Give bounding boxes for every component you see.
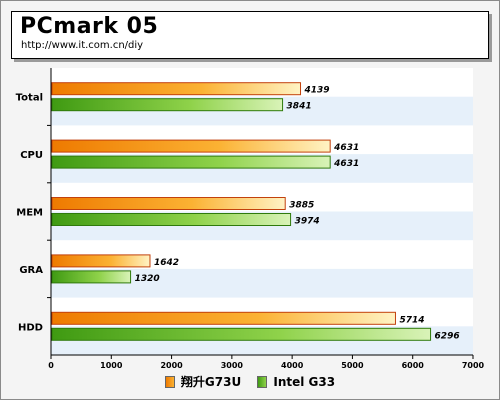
data-label-gra-series1: 1642	[154, 258, 179, 268]
x-tick-label: 4000	[281, 361, 304, 370]
bar-cpu-series1	[51, 139, 331, 153]
data-label-gra-series2: 1320	[135, 274, 160, 284]
bar-hdd-series2	[51, 327, 432, 341]
data-label-mem-series2: 3974	[295, 217, 320, 227]
bar-mem-series1	[51, 197, 286, 210]
x-tick-label: 6000	[402, 361, 425, 370]
category-label-total: Total	[16, 93, 43, 104]
data-label-total-series2: 3841	[287, 102, 312, 112]
legend-item-series1: 翔升G73U	[164, 373, 242, 390]
x-tick-label: 3000	[221, 361, 244, 370]
bar-gra-series2	[51, 270, 132, 284]
x-tick-label: 0	[48, 361, 54, 370]
bar-gra-series1	[51, 254, 151, 268]
category-label-hdd: HDD	[18, 322, 43, 333]
x-tick-label: 7000	[462, 361, 485, 370]
data-label-hdd-series2: 6296	[435, 331, 460, 341]
data-label-hdd-series1: 5714	[399, 315, 424, 325]
bar-cpu-series2	[51, 155, 331, 169]
x-tick-label: 1000	[100, 361, 123, 370]
legend-swatch-green-icon	[257, 375, 268, 388]
category-label-gra: GRA	[19, 265, 43, 276]
chart-subtitle: http://www.it.com.cn/diy	[21, 40, 144, 51]
bar-hdd-series1	[51, 311, 396, 325]
legend-swatch-orange-icon	[164, 375, 175, 388]
bar-total-series1	[51, 82, 302, 96]
legend-label-series1: 翔升G73U	[180, 375, 242, 389]
legend-item-series2: Intel G33	[257, 375, 335, 389]
data-label-total-series1: 4139	[304, 86, 330, 96]
bar-mem-series2	[51, 213, 292, 226]
chart-title: PCmark 05	[20, 14, 159, 39]
x-tick-label: 2000	[160, 361, 183, 370]
category-label-mem: MEM	[16, 208, 43, 219]
category-label-cpu: CPU	[20, 150, 43, 161]
data-label-cpu-series1: 4631	[333, 143, 359, 153]
data-label-cpu-series2: 4631	[333, 159, 359, 169]
x-tick-label: 5000	[341, 361, 364, 370]
title-box: PCmark 05 http://www.it.com.cn/diy	[11, 11, 489, 59]
legend-label-series2: Intel G33	[273, 374, 336, 389]
bar-total-series2	[51, 98, 284, 112]
legend: 翔升G73U Intel G33	[0, 373, 500, 391]
data-label-mem-series1: 3885	[289, 201, 314, 211]
